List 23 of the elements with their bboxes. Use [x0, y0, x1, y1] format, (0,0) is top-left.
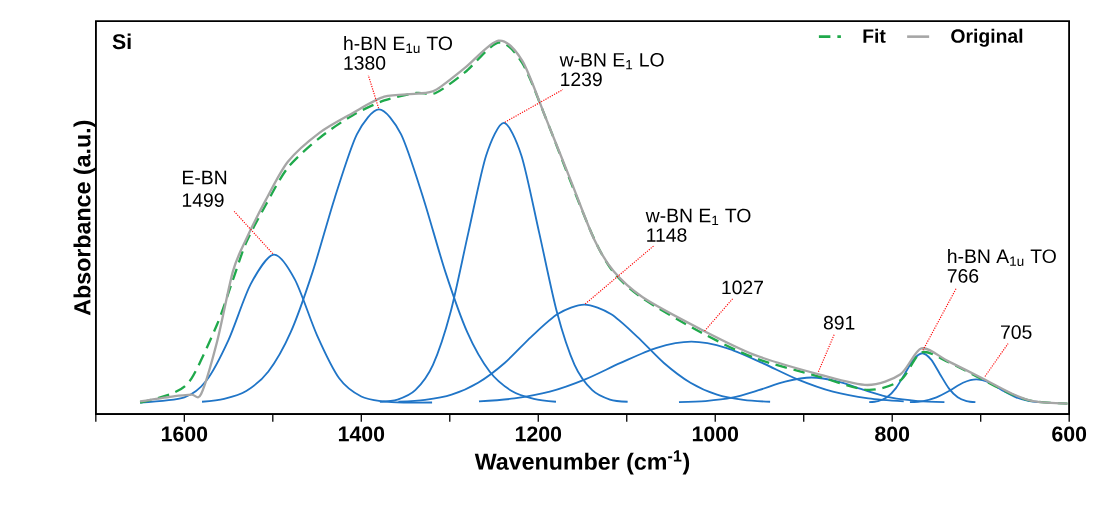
y-axis-title: Absorbance (a.u.)	[73, 120, 96, 316]
x-tick-label: 1200	[515, 426, 562, 442]
x-tick-label: 600	[1052, 426, 1087, 442]
annotation: 705	[1001, 325, 1032, 340]
annotation: 1148	[647, 228, 687, 243]
x-axis-title: Wavenumber (cm$^{-1}$)	[474, 450, 690, 475]
annotation: 1380	[344, 56, 386, 70]
x-tick-label: 1400	[338, 426, 385, 442]
chart-title: Si	[112, 33, 131, 50]
x-tick-label: 800	[875, 426, 910, 442]
annotation: h-BN A$_{1u}$ TO	[948, 249, 1056, 267]
annotation: 1027	[722, 280, 763, 295]
legend-label: Original	[951, 28, 1023, 47]
annotation: 766	[947, 269, 979, 283]
annotation: E-BN 1499	[182, 170, 227, 208]
annotation: 891	[823, 316, 855, 330]
legend-label: Fit	[863, 28, 886, 43]
annotation: h-BN E$_{1u}$ TO	[344, 36, 453, 54]
x-tick-label: 1600	[161, 426, 208, 442]
x-tick-label: 1000	[692, 426, 739, 442]
annotation: w-BN E$_{1}$ TO	[645, 208, 751, 226]
annotation: 1239	[561, 72, 602, 87]
annotation: w-BN E$_{1}$ LO	[559, 53, 664, 70]
